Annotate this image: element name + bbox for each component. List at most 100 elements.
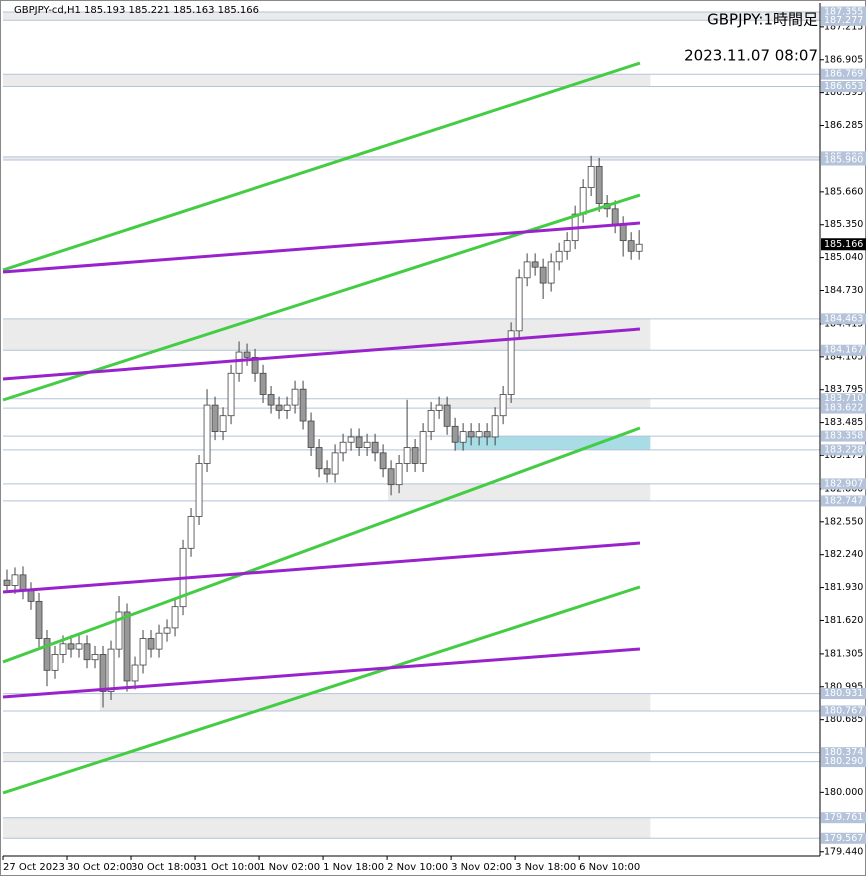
candle-body: [547, 261, 555, 284]
trendline: [2, 327, 641, 381]
level-label: 185.960: [824, 155, 863, 166]
candle-body: [131, 664, 139, 682]
x-tick-label: 2 Nov 10:00: [387, 862, 448, 873]
candle-body: [139, 638, 147, 666]
candle-body: [459, 431, 467, 443]
candle-body: [35, 600, 43, 639]
candle-body: [427, 410, 435, 433]
y-tick-label: 186.595: [824, 87, 863, 98]
level-label-box: [821, 495, 866, 507]
candle-body: [587, 165, 595, 189]
level-label: 184.463: [824, 313, 863, 324]
candle-body: [403, 447, 411, 464]
zone: [3, 74, 651, 87]
zone: [3, 817, 651, 839]
level-label: 180.290: [824, 756, 863, 767]
candle-body: [59, 643, 67, 655]
level-label-box: [821, 68, 866, 80]
candle-body: [203, 404, 211, 464]
chart-title: GBPJPY:1時間足: [707, 11, 818, 29]
candle-body: [411, 447, 419, 464]
trendline: [2, 193, 641, 402]
candle-body: [507, 330, 515, 395]
candle-body: [419, 431, 427, 464]
candle-body: [387, 468, 395, 486]
current-price-box: [821, 238, 866, 251]
candle-body: [451, 425, 459, 443]
y-tick-label: 180.685: [824, 714, 863, 725]
x-tick-label: 31 Oct 10:00: [195, 862, 260, 873]
candle-body: [259, 372, 267, 395]
y-tick-label: 187.215: [824, 21, 863, 32]
candle-body: [523, 261, 531, 279]
candle-body: [531, 261, 539, 268]
level-label-box: [821, 6, 866, 18]
x-tick-label: 3 Nov 02:00: [451, 862, 512, 873]
candle-body: [499, 394, 507, 417]
level-label: 183.710: [824, 393, 863, 404]
level-label-box: [821, 430, 866, 442]
x-tick-label: 30 Oct 18:00: [131, 862, 196, 873]
candle-body: [147, 638, 155, 650]
candle-body: [379, 452, 387, 470]
x-tick-label: 6 Nov 10:00: [579, 862, 640, 873]
zone: [3, 318, 651, 351]
candle-body: [243, 351, 251, 358]
candle-body: [291, 388, 299, 406]
trendline: [2, 61, 641, 272]
candle-body: [283, 404, 291, 411]
candle-body: [491, 415, 499, 438]
candle-body: [83, 643, 91, 661]
candle-body: [323, 468, 331, 475]
level-label-box: [821, 756, 866, 768]
y-tick-label: 181.305: [824, 648, 863, 659]
level-label-box: [821, 832, 866, 844]
candle-body: [75, 643, 83, 650]
candle-body: [267, 394, 275, 406]
x-tick-label: 27 Oct 2023: [3, 862, 65, 873]
candle-body: [563, 240, 571, 252]
candle-body: [171, 606, 179, 629]
level-label: 182.907: [824, 478, 863, 489]
candle-body: [395, 463, 403, 486]
candle-body: [555, 250, 563, 263]
candle-body: [107, 648, 115, 692]
zone: [387, 483, 651, 501]
candle-body: [339, 441, 347, 454]
level-label: 183.622: [824, 403, 863, 414]
candle-body: [475, 431, 483, 438]
zone: [439, 398, 651, 409]
candle-body: [363, 441, 371, 448]
y-tick-label: 183.795: [824, 384, 863, 395]
level-label-box: [821, 812, 866, 824]
candle-body: [163, 627, 171, 634]
level-label: 180.767: [824, 705, 863, 716]
zone: [3, 156, 820, 161]
candle-body: [635, 243, 643, 252]
candle-body: [227, 372, 235, 417]
zone: [3, 752, 651, 762]
level-label: 187.355: [824, 7, 863, 18]
level-label: 179.761: [824, 812, 863, 823]
zone: [99, 693, 651, 711]
candle-body: [67, 643, 75, 650]
symbol-info: GBPJPY-cd,H1 185.193 185.221 185.163 185…: [14, 5, 259, 16]
candle-body: [115, 611, 123, 650]
y-tick-label: 186.285: [824, 120, 863, 131]
candle-body: [331, 452, 339, 475]
candle-body: [219, 415, 227, 433]
level-label-box: [821, 688, 866, 700]
y-tick-label: 184.730: [824, 285, 863, 296]
y-tick-label: 185.350: [824, 219, 863, 230]
candle-body: [307, 420, 315, 448]
y-tick-label: 183.175: [824, 450, 863, 461]
candle-body: [315, 447, 323, 470]
y-tick-label: 180.000: [824, 787, 863, 798]
level-label: 180.374: [824, 747, 863, 758]
candle-body: [51, 654, 59, 671]
candle-body: [43, 638, 51, 671]
candle-body: [595, 165, 603, 204]
candle-body: [187, 516, 195, 549]
zone: [3, 12, 820, 21]
zone: [455, 436, 651, 450]
